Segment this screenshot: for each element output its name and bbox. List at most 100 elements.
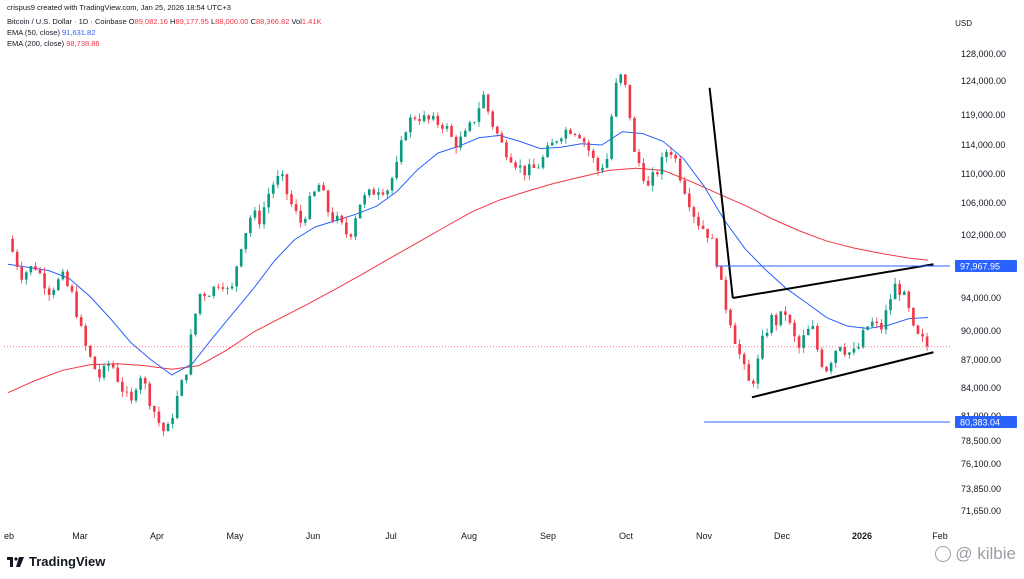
watermark: @ kilbie bbox=[935, 544, 1016, 564]
candle-body bbox=[843, 347, 847, 355]
time-tick-label: Sep bbox=[540, 531, 556, 541]
trendline[interactable] bbox=[732, 263, 934, 299]
time-axis[interactable]: eb Mar Apr May Jun Jul Aug Sep Oct Nov Dec 2026 Feb bbox=[4, 531, 948, 541]
candle-body bbox=[527, 164, 531, 176]
candle-body bbox=[148, 383, 152, 406]
candle-body bbox=[116, 367, 120, 382]
symbol-legend[interactable]: Bitcoin / U.S. Dollar · 1D · Coinbase O8… bbox=[7, 17, 322, 27]
candle-body bbox=[431, 115, 435, 120]
candle-body bbox=[656, 172, 659, 175]
candle-body bbox=[633, 118, 636, 152]
candle-body bbox=[816, 325, 819, 350]
candle-body bbox=[491, 111, 495, 127]
candle-body bbox=[880, 322, 883, 330]
candle-body bbox=[294, 204, 298, 211]
price-tick-label: 102,000.00 bbox=[961, 230, 1006, 240]
candle-body bbox=[230, 286, 234, 289]
candle-body bbox=[454, 136, 458, 148]
watermark-icon bbox=[935, 546, 952, 562]
candle-body bbox=[290, 194, 293, 205]
candle-body bbox=[203, 293, 206, 297]
tradingview-logo[interactable]: TradingView bbox=[7, 554, 105, 569]
candle-body bbox=[738, 344, 741, 355]
ema50-line-layer bbox=[7, 131, 929, 376]
candle-body bbox=[642, 163, 645, 181]
candle-body bbox=[541, 157, 545, 168]
candle-body bbox=[363, 195, 366, 205]
candle-body bbox=[427, 115, 430, 120]
candle-body bbox=[139, 377, 142, 390]
candle-body bbox=[386, 190, 389, 195]
price-tick-label: 73,850.00 bbox=[961, 484, 1001, 494]
candle-body bbox=[720, 266, 723, 280]
candle-body bbox=[395, 161, 398, 179]
candle-body bbox=[29, 266, 33, 273]
ohlc-low-label: L bbox=[210, 17, 216, 26]
candle-body bbox=[582, 138, 586, 143]
candle-body bbox=[921, 333, 924, 337]
candle-body bbox=[523, 165, 527, 176]
candle-body bbox=[418, 118, 421, 122]
candle-body bbox=[130, 391, 133, 401]
candle-body bbox=[221, 287, 225, 289]
candle-body bbox=[770, 314, 773, 333]
candle-body bbox=[861, 329, 865, 348]
time-tick-label: Aug bbox=[461, 531, 477, 541]
candle-body bbox=[463, 130, 467, 137]
candles-layer bbox=[11, 73, 929, 437]
candle-body bbox=[313, 191, 316, 196]
trendline[interactable] bbox=[708, 87, 734, 299]
candle-body bbox=[697, 216, 700, 226]
candle-body bbox=[742, 354, 746, 365]
time-tick-label: Oct bbox=[619, 531, 634, 541]
candle-body bbox=[66, 271, 69, 287]
candle-body bbox=[235, 266, 238, 287]
candle-body bbox=[660, 157, 664, 175]
candle-body bbox=[614, 82, 618, 117]
price-tick-label: 124,000.00 bbox=[961, 76, 1006, 86]
candle-body bbox=[848, 352, 851, 355]
candle-body bbox=[326, 190, 330, 213]
level-price-label: 97,967.95 bbox=[960, 262, 1000, 272]
candle-body bbox=[902, 291, 906, 295]
ohlc-open-value: 89,082.16 bbox=[134, 17, 168, 26]
time-tick-label: Jul bbox=[385, 531, 397, 541]
candle-body bbox=[267, 193, 270, 208]
ema50-legend[interactable]: EMA (50, close) 91,631.82 bbox=[7, 28, 95, 38]
candle-body bbox=[239, 249, 243, 267]
candle-body bbox=[345, 222, 348, 235]
level-price-label: 80,383.04 bbox=[960, 418, 1000, 428]
candle-body bbox=[569, 129, 572, 134]
ema50-value: 91,631.82 bbox=[62, 28, 96, 37]
candle-body bbox=[153, 405, 156, 412]
candle-body bbox=[317, 185, 321, 192]
candle-body bbox=[38, 269, 42, 274]
candle-body bbox=[473, 121, 476, 123]
candle-body bbox=[70, 286, 74, 292]
candle-body bbox=[413, 117, 417, 119]
ema200-legend[interactable]: EMA (200, close) 98,738.86 bbox=[7, 39, 100, 49]
candle-body bbox=[912, 307, 915, 326]
candle-body bbox=[34, 266, 37, 270]
level-price-tag bbox=[955, 260, 1017, 272]
candle-body bbox=[806, 328, 810, 336]
time-tick-label: Nov bbox=[696, 531, 713, 541]
candle-body bbox=[692, 207, 696, 217]
candle-body bbox=[619, 74, 623, 83]
ema200-label: EMA (200, close) bbox=[7, 39, 65, 48]
candle-body bbox=[651, 172, 655, 186]
ema200-line-layer bbox=[7, 167, 929, 394]
candle-body bbox=[546, 145, 549, 158]
candle-body bbox=[829, 363, 833, 372]
candle-body bbox=[514, 162, 517, 168]
candle-body bbox=[399, 140, 403, 162]
candle-body bbox=[166, 423, 170, 432]
candle-body bbox=[52, 290, 56, 295]
candle-body bbox=[468, 122, 472, 131]
time-tick-label: Mar bbox=[72, 531, 88, 541]
candle-body bbox=[258, 210, 261, 225]
trendline[interactable] bbox=[751, 351, 934, 399]
candle-body bbox=[893, 283, 897, 300]
price-axis[interactable]: 128,000.00 124,000.00 119,000.00 114,000.00… bbox=[955, 49, 1017, 516]
